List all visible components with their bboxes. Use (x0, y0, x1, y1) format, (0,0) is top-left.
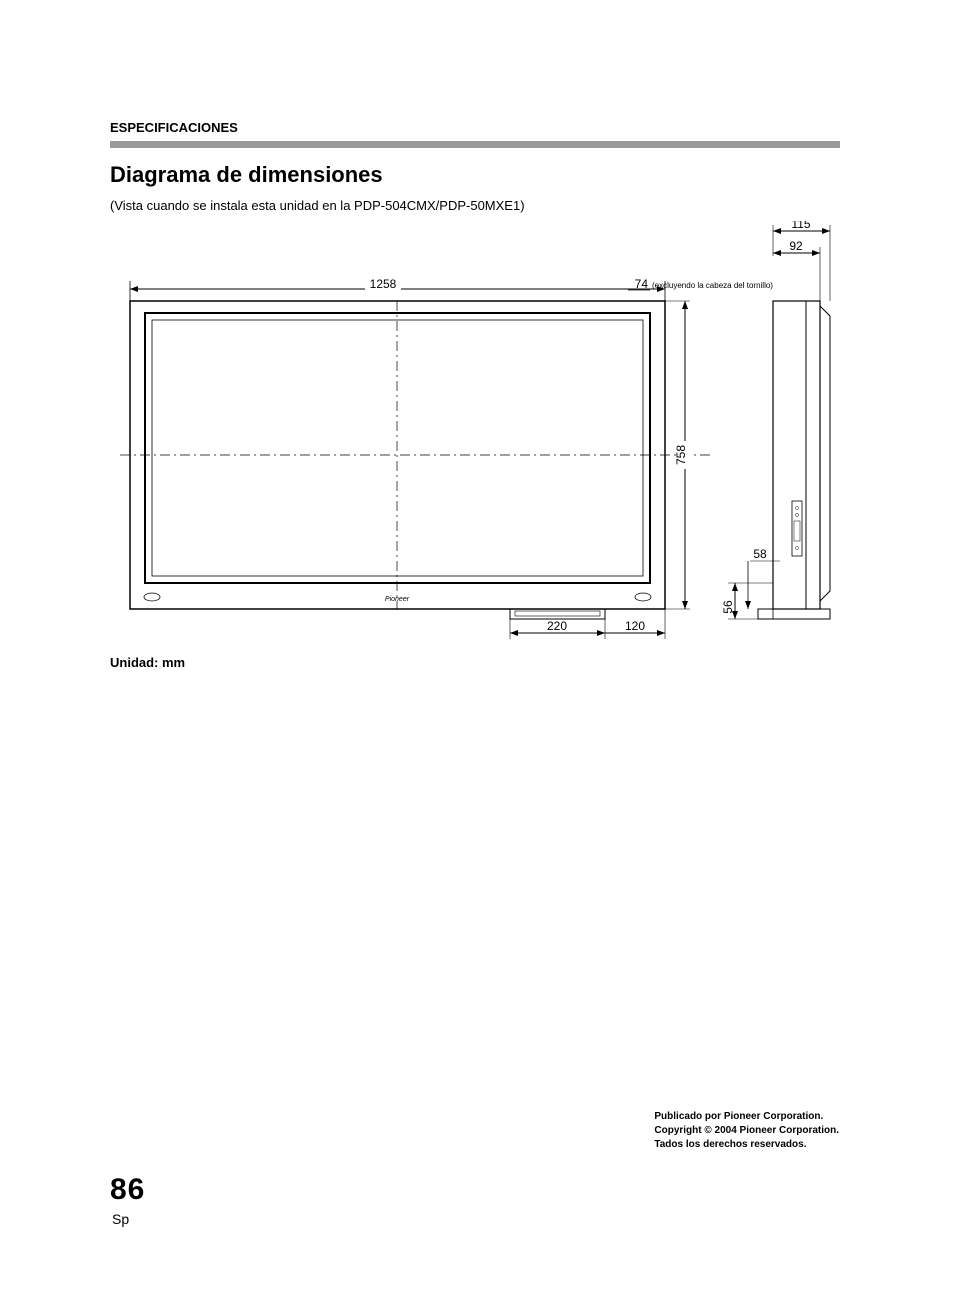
footer-line3: Tados los derechos reservados. (654, 1138, 839, 1152)
dim-width-value: 1258 (370, 277, 397, 291)
brand-logo: Pioneer (385, 596, 410, 603)
svg-text:758: 758 (674, 445, 688, 465)
page-title: Diagrama de dimensiones (110, 162, 840, 188)
svg-text:58: 58 (753, 547, 767, 561)
svg-text:115: 115 (791, 221, 810, 231)
section-rule (110, 141, 840, 148)
unit-label: Unidad: mm (110, 655, 840, 670)
svg-text:(excluyendo la cabeza del torn: (excluyendo la cabeza del tornillo) (652, 281, 773, 290)
footer-line1: Publicado por Pioneer Corporation. (654, 1110, 839, 1124)
subtitle: (Vista cuando se instala esta unidad en … (110, 198, 840, 213)
svg-text:92: 92 (789, 239, 803, 253)
front-bezel-inner (152, 320, 643, 576)
page-number: 86 (110, 1173, 145, 1207)
dim-width: 1258 (130, 277, 665, 301)
svg-text:74: 74 (635, 277, 649, 291)
page-lang: Sp (112, 1211, 129, 1227)
footer-line2: Copyright © 2004 Pioneer Corporation. (654, 1124, 839, 1138)
front-foot-inner (515, 611, 600, 616)
dimension-diagram: 1258 74 (excluyendo la cabeza del tornil… (110, 221, 840, 651)
svg-text:56: 56 (721, 600, 735, 614)
svg-text:120: 120 (625, 619, 645, 633)
section-label: ESPECIFICACIONES (110, 120, 840, 135)
front-foot (510, 609, 605, 619)
front-screw-right (635, 593, 651, 601)
svg-text:220: 220 (547, 619, 567, 633)
front-bezel-outer (145, 313, 650, 583)
footer-copyright: Publicado por Pioneer Corporation. Copyr… (654, 1110, 839, 1152)
dim-foot: 220 120 (510, 609, 665, 639)
front-screw-left (144, 593, 160, 601)
